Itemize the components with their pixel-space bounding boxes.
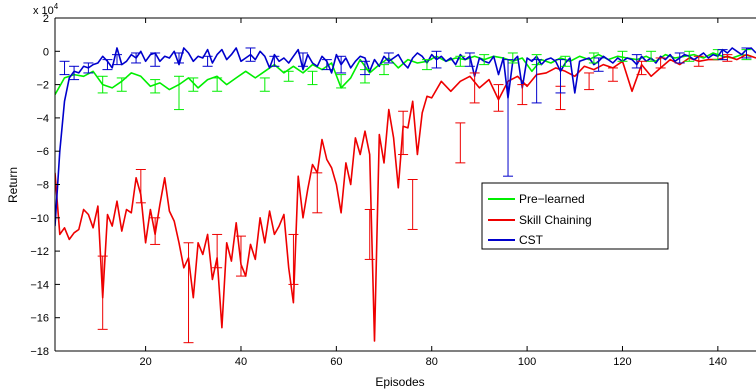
y-tick-label: −4: [36, 113, 49, 125]
x-tick-label: 40: [235, 356, 247, 368]
x-tick-label: 120: [613, 356, 631, 368]
y-tick-label: −10: [30, 213, 49, 225]
x-axis-title: Episodes: [375, 375, 424, 389]
y-tick-label: −2: [36, 80, 49, 92]
y-tick-label: −14: [30, 279, 49, 291]
y-tick-label: −6: [36, 146, 49, 158]
x-tick-label: 100: [518, 356, 536, 368]
y-axis-title: Return: [6, 167, 20, 203]
y-exponent-label: x 104: [33, 2, 59, 17]
y-tick-label: −12: [30, 246, 49, 258]
y-tick-label: −16: [30, 313, 49, 325]
x-tick-label: 60: [330, 356, 342, 368]
y-tick-label: −8: [36, 180, 49, 192]
legend-box: [481, 182, 669, 250]
y-tick-label: −18: [30, 346, 49, 358]
x-tick-label: 80: [426, 356, 438, 368]
legend: Pre−learned Skill Chaining CST: [481, 182, 669, 250]
x-tick-label: 20: [139, 356, 151, 368]
legend-label-prelearned: Pre−learned: [519, 192, 585, 206]
series-line-2: [55, 47, 756, 227]
y-tick-label: 0: [43, 46, 49, 58]
y-tick-label: 2: [43, 13, 49, 25]
x-tick-label: 140: [709, 356, 727, 368]
legend-label-cst: CST: [519, 233, 544, 247]
series-line-1: [55, 53, 756, 342]
legend-label-skill-chaining: Skill Chaining: [519, 213, 592, 227]
